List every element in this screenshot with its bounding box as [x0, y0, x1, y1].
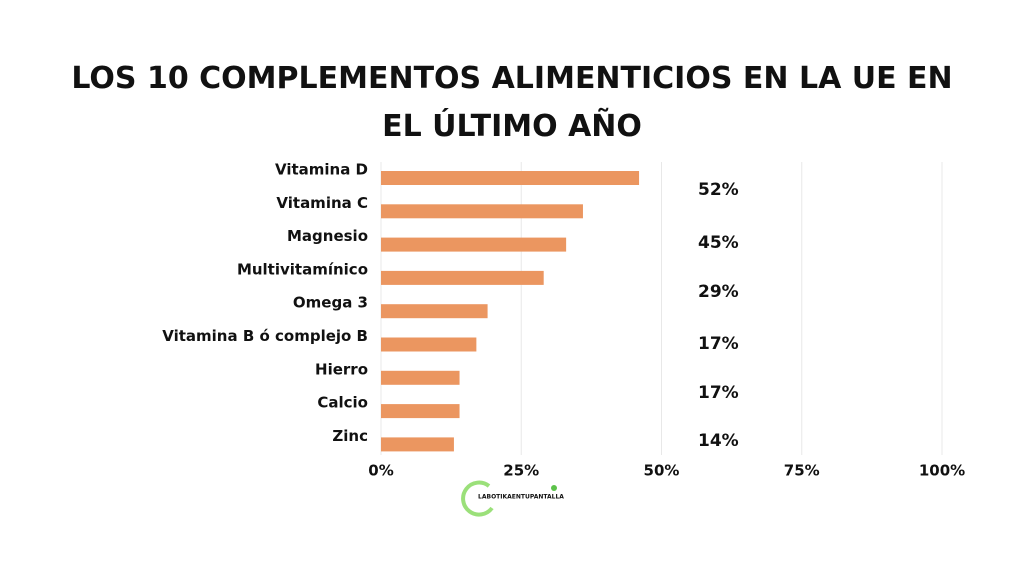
bar	[381, 304, 488, 319]
logo	[461, 480, 557, 517]
y-tick-label: Vitamina C	[276, 194, 368, 212]
bar	[381, 370, 460, 385]
y-tick-label: Magnesio	[287, 227, 368, 245]
annotation: 14%	[698, 431, 739, 451]
chart-title: LOS 10 COMPLEMENTOS ALIMENTICIOS EN LA U…	[71, 61, 953, 144]
annotation: 17%	[698, 334, 739, 354]
bar	[381, 237, 567, 252]
x-tick-label: 50%	[644, 462, 680, 480]
y-tick-label: Vitamina B ó complejo B	[162, 327, 368, 345]
y-tick-label: Omega 3	[293, 294, 368, 312]
x-tick-label: 25%	[503, 462, 539, 480]
y-tick-label: Zinc	[332, 427, 368, 445]
x-tick-label: 75%	[784, 462, 820, 480]
logo-ring	[461, 480, 494, 517]
bar	[381, 437, 454, 452]
bar	[381, 404, 460, 419]
x-tick-label: 0%	[368, 462, 393, 480]
bar	[381, 171, 640, 185]
logo-icon	[551, 485, 557, 491]
y-tick-label: Calcio	[317, 394, 368, 412]
bar	[381, 270, 544, 285]
y-tick-label: Vitamina D	[275, 161, 368, 179]
annotation: 45%	[698, 233, 739, 253]
y-tick-label: Multivitamínico	[237, 260, 368, 278]
annotation: 52%	[698, 180, 739, 200]
annotation: 17%	[698, 383, 739, 403]
y-tick-label: Hierro	[315, 360, 368, 378]
bar	[381, 204, 583, 219]
annotation: 29%	[698, 282, 739, 302]
watermark: LABOTIKAENTUPANTALLA	[478, 494, 564, 501]
bar	[381, 337, 477, 352]
x-tick-label: 100%	[919, 462, 965, 480]
